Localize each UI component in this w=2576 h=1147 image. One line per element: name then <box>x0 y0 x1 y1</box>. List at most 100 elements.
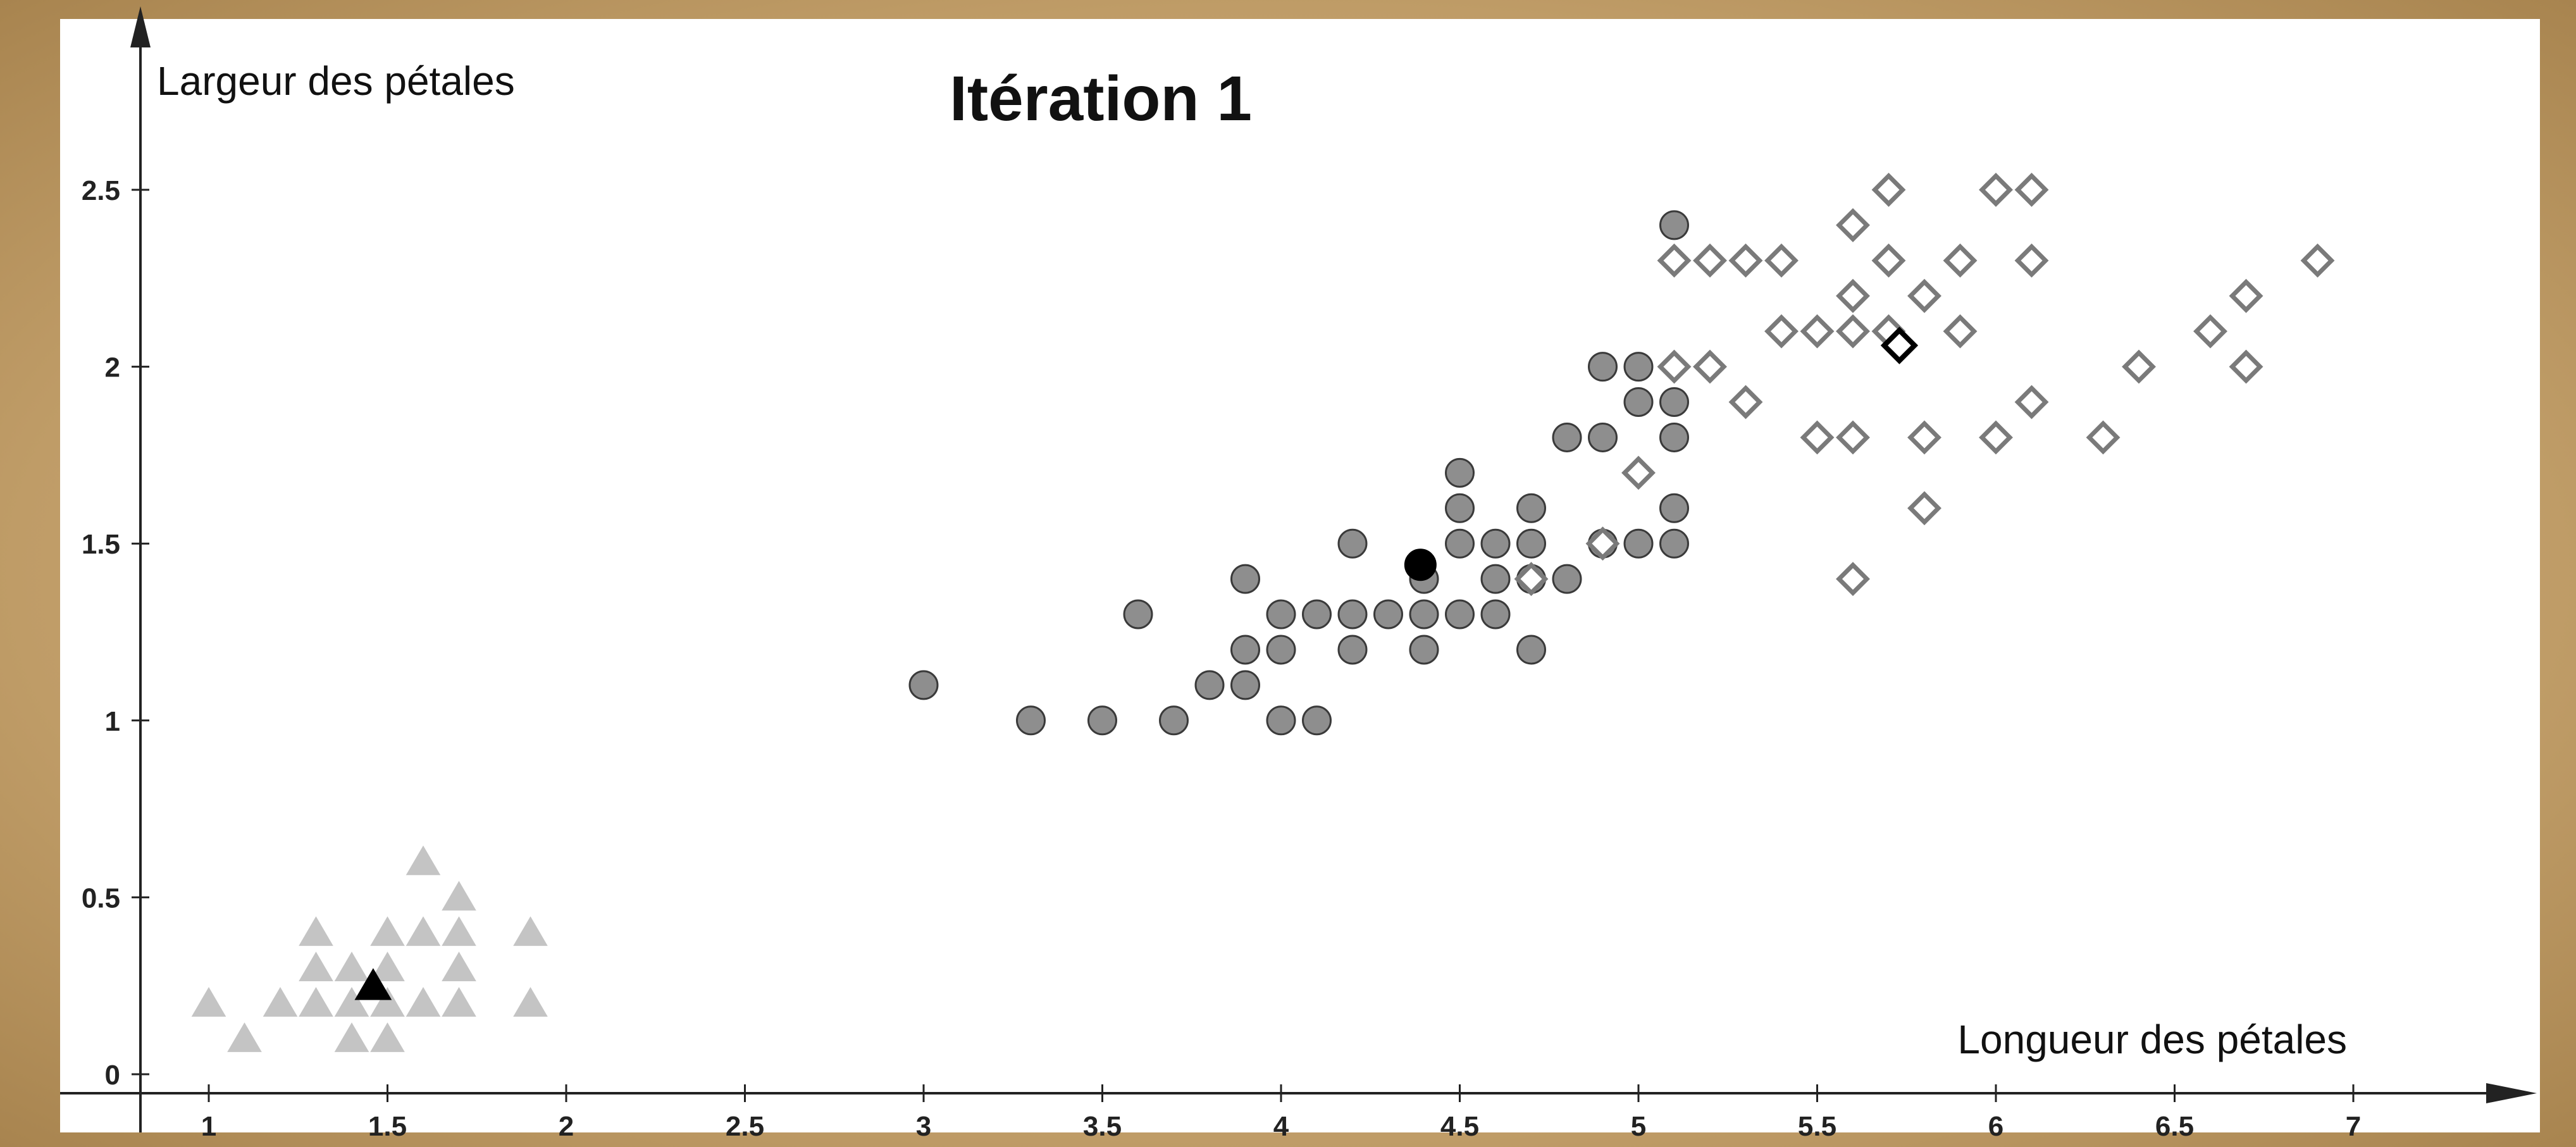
x-tick-label: 7 <box>2346 1111 2361 1142</box>
chart-title: Itération 1 <box>950 63 1252 134</box>
x-tick-label: 3 <box>916 1111 931 1142</box>
x-tick-label: 3.5 <box>1083 1111 1122 1142</box>
circle-point <box>1516 635 1546 665</box>
circle-point <box>1516 493 1546 523</box>
centroids <box>354 326 1919 1000</box>
circle-point <box>1302 705 1332 736</box>
triangle-point <box>370 952 405 982</box>
circle-centroid <box>1404 549 1437 581</box>
triangle-point <box>334 987 369 1017</box>
triangle-point <box>370 987 405 1017</box>
circle-point <box>1302 599 1332 629</box>
triangle-point <box>299 916 333 946</box>
circle-point <box>1623 387 1654 418</box>
x-tick-label: 2.5 <box>726 1111 764 1142</box>
triangle-point <box>442 952 476 982</box>
circle-point <box>1659 528 1689 559</box>
circle-point <box>1659 387 1689 418</box>
diamond-point <box>1764 243 1799 278</box>
circle-point <box>1480 564 1511 594</box>
x-tick-label: 6 <box>1988 1111 2003 1142</box>
diamond-point <box>1800 314 1835 349</box>
diamond-point <box>1728 243 1763 278</box>
triangle-centroid <box>354 968 392 1000</box>
circle-point <box>1588 422 1618 452</box>
y-tick-label: 0.5 <box>82 883 120 914</box>
diamond-point <box>1657 243 1692 278</box>
diamond-point <box>1585 526 1620 561</box>
circle-point <box>1266 599 1296 629</box>
triangle-point <box>370 916 405 946</box>
x-axis-label: Longueur des pétales <box>1957 1017 2347 1062</box>
diamond-point <box>1836 278 1870 313</box>
diamond-point <box>1943 243 1978 278</box>
circle-point <box>1409 599 1439 629</box>
diamond-point <box>2122 349 2156 384</box>
circle-point <box>1552 564 1582 594</box>
x-tick-label: 2 <box>559 1111 574 1142</box>
circle-point <box>1659 422 1689 452</box>
triangle-point <box>299 987 333 1017</box>
plot-background <box>60 19 2540 1132</box>
triangle-point <box>227 1022 262 1052</box>
diamond-point <box>1836 562 1870 597</box>
x-tick-label: 1 <box>201 1111 216 1142</box>
triangle-point <box>442 916 476 946</box>
y-tick-label: 0 <box>105 1060 120 1091</box>
circle-point <box>1337 528 1368 559</box>
triangle-point <box>442 987 476 1017</box>
diamond-point <box>1907 420 1941 455</box>
circle-point <box>1230 635 1260 665</box>
circle-point <box>1445 493 1475 523</box>
x-tick-label: 4.5 <box>1440 1111 1479 1142</box>
circle-point <box>1230 564 1260 594</box>
triangle-point <box>334 952 369 982</box>
diamond-point <box>1979 173 2013 207</box>
circle-point <box>1659 493 1689 523</box>
diamond-centroid <box>1880 326 1919 364</box>
circle-point <box>1409 635 1439 665</box>
diamond-point <box>1907 491 1941 526</box>
triangle-point <box>370 1022 405 1052</box>
circle-point <box>1623 352 1654 382</box>
diamond-point <box>1800 420 1835 455</box>
circle-point <box>1016 705 1046 736</box>
diamond-point <box>1728 385 1763 419</box>
triangle-point <box>406 987 441 1017</box>
circle-point <box>1337 635 1368 665</box>
triangle-point <box>263 987 298 1017</box>
x-tick-label: 1.5 <box>368 1111 407 1142</box>
diamond-point <box>2014 243 2049 278</box>
y-tick-label: 1 <box>105 706 120 737</box>
circle-point <box>1266 705 1296 736</box>
diamond-point <box>2086 420 2121 455</box>
diamond-point <box>1836 208 1870 242</box>
circle-point <box>1659 210 1689 240</box>
circle-point <box>1123 599 1153 629</box>
diamond-point <box>2014 173 2049 207</box>
diamond-point <box>1836 420 1870 455</box>
x-ticks: 1 1.5 2 2.5 3 3.5 4 4.5 5 5.5 6 6.5 7 <box>201 1084 2361 1142</box>
diamond-point <box>1979 420 2013 455</box>
diamond-point <box>2193 314 2227 349</box>
diamond-point <box>1514 562 1549 597</box>
y-tick-label: 2 <box>105 352 120 383</box>
circle-point <box>1159 705 1189 736</box>
diamond-point <box>1907 278 1941 313</box>
circle-point <box>1194 670 1225 700</box>
y-tick-label: 1.5 <box>82 529 120 560</box>
circle-point <box>908 670 939 700</box>
triangle-point <box>406 916 441 946</box>
diamond-point <box>1943 314 1978 349</box>
x-tick-label: 6.5 <box>2155 1111 2194 1142</box>
circle-point <box>1588 352 1618 382</box>
triangle-point <box>406 845 441 876</box>
diamond-point <box>1621 456 1656 490</box>
y-axis-label: Largeur des pétales <box>157 58 515 104</box>
circle-point <box>1623 528 1654 559</box>
circle-point <box>1445 528 1475 559</box>
diamond-point <box>1693 349 1727 384</box>
triangle-point <box>191 987 226 1017</box>
